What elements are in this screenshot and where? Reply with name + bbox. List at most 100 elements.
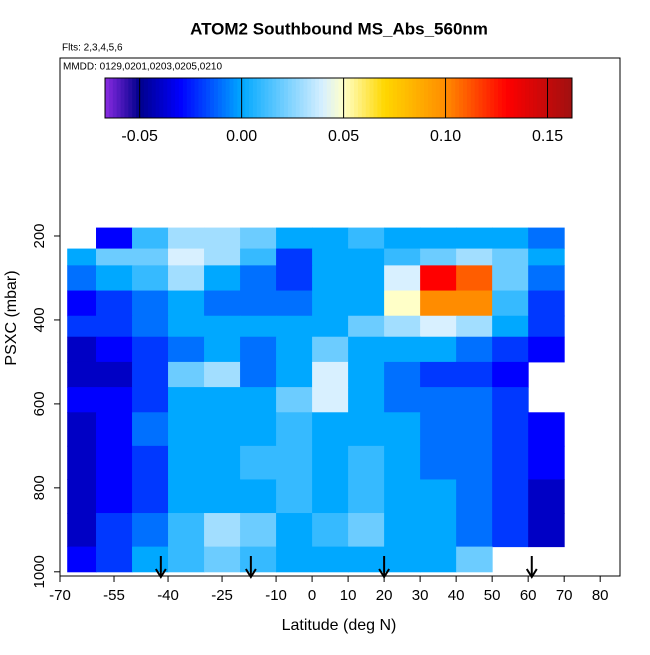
- heat-cell: [384, 315, 421, 338]
- colorbar-swatch: [128, 78, 133, 118]
- x-tick-label: 50: [484, 587, 501, 604]
- chart-title: ATOM2 Southbound MS_Abs_560nm: [190, 19, 488, 38]
- heat-cell: [132, 227, 169, 250]
- heat-cell: [204, 336, 241, 363]
- heat-cell: [132, 265, 169, 292]
- heat-cell: [132, 248, 169, 266]
- colorbar-swatch: [120, 78, 125, 118]
- colorbar-swatch: [548, 78, 554, 118]
- heat-cell: [456, 387, 493, 413]
- heat-cell: [384, 513, 421, 548]
- heat-cell: [67, 336, 97, 363]
- colorbar-swatch: [108, 78, 114, 118]
- colorbar-swatch: [147, 78, 153, 118]
- colorbar-swatch: [311, 78, 316, 118]
- heat-cell: [420, 336, 457, 363]
- y-tick-label: 1000: [31, 555, 48, 588]
- y-tick-label: 800: [31, 475, 48, 500]
- heat-cell: [276, 412, 313, 447]
- x-tick-label: -25: [211, 587, 233, 604]
- heat-cell: [240, 546, 277, 573]
- colorbar-swatch: [544, 78, 550, 118]
- heat-cell: [384, 290, 421, 317]
- colorbar-swatch: [260, 78, 266, 118]
- heat-cell: [240, 336, 277, 363]
- x-tick-label: -40: [157, 587, 179, 604]
- colorbar-swatch: [560, 78, 565, 118]
- heat-cell: [96, 412, 133, 447]
- colorbar-swatch: [424, 78, 429, 118]
- heat-cell: [420, 290, 457, 317]
- colorbar-swatch: [463, 78, 468, 118]
- colorbar-swatch: [190, 78, 196, 118]
- marker-arrow-head: [378, 568, 390, 579]
- colorbar-swatch: [178, 78, 184, 118]
- colorbar-swatch: [171, 78, 176, 118]
- heat-cell: [528, 445, 565, 480]
- y-tick-label: 400: [31, 307, 48, 332]
- heat-cell: [96, 445, 133, 480]
- colorbar-tick-label: 0.10: [430, 128, 461, 145]
- heat-cell: [348, 513, 385, 548]
- heat-cell: [240, 412, 277, 447]
- heat-cell: [204, 290, 241, 317]
- colorbar-swatch: [346, 78, 351, 118]
- heat-cell: [492, 513, 529, 548]
- colorbar-tick-label: -0.05: [121, 128, 158, 145]
- heat-cell: [420, 412, 457, 447]
- heat-cell: [456, 290, 493, 317]
- colorbar-swatch: [182, 78, 188, 118]
- colorbar-swatch: [416, 78, 421, 118]
- heat-cell: [384, 361, 421, 388]
- colorbar-swatch: [474, 78, 480, 118]
- marker-arrow-head: [245, 568, 257, 579]
- heat-cell: [420, 445, 457, 480]
- heat-cell: [204, 513, 241, 548]
- marker-arrow-head: [154, 568, 167, 579]
- heat-cell: [240, 445, 277, 480]
- heat-cell: [276, 513, 313, 548]
- heat-cell: [168, 227, 205, 250]
- heat-cell: [312, 387, 349, 413]
- colorbar-swatch: [175, 78, 180, 118]
- colorbar-swatch: [105, 78, 110, 118]
- colorbar-swatch: [400, 78, 406, 118]
- x-axis-label: Latitude (deg N): [282, 617, 397, 634]
- heat-cell: [204, 479, 241, 514]
- heat-cell: [240, 248, 277, 266]
- heat-cell: [67, 445, 97, 480]
- colorbar-swatch: [167, 78, 172, 118]
- colorbar-swatch: [459, 78, 464, 118]
- colorbar-swatch: [295, 78, 301, 118]
- heat-cell: [168, 412, 205, 447]
- heat-cell: [528, 479, 565, 514]
- colorbar-swatch: [396, 78, 402, 118]
- heat-cell: [384, 387, 421, 413]
- heat-cell: [420, 227, 457, 250]
- colorbar-swatch: [245, 78, 250, 118]
- colorbar-swatch: [248, 78, 254, 118]
- heat-cell: [168, 336, 205, 363]
- heat-cell: [456, 546, 493, 573]
- heat-cell: [456, 227, 493, 250]
- colorbar-swatch: [334, 78, 339, 118]
- heat-cell: [96, 513, 133, 548]
- heat-cell: [204, 412, 241, 447]
- heat-cell: [132, 315, 169, 338]
- heat-cell: [276, 227, 313, 250]
- colorbar-frame: [104, 77, 573, 119]
- colorbar-swatch: [385, 78, 390, 118]
- heat-cell: [276, 248, 313, 266]
- colorbar-swatch: [501, 78, 507, 118]
- plot-frame: [59, 57, 621, 577]
- heat-cell: [132, 546, 169, 573]
- colorbar-swatch: [455, 78, 460, 118]
- heat-cell: [96, 315, 133, 338]
- heat-cell: [312, 265, 349, 292]
- colorbar-swatch: [517, 78, 522, 118]
- colorbar-swatch: [428, 78, 433, 118]
- colorbar-swatch: [284, 78, 289, 118]
- heat-cell: [456, 479, 493, 514]
- heat-cell: [492, 445, 529, 480]
- heat-cell: [96, 265, 133, 292]
